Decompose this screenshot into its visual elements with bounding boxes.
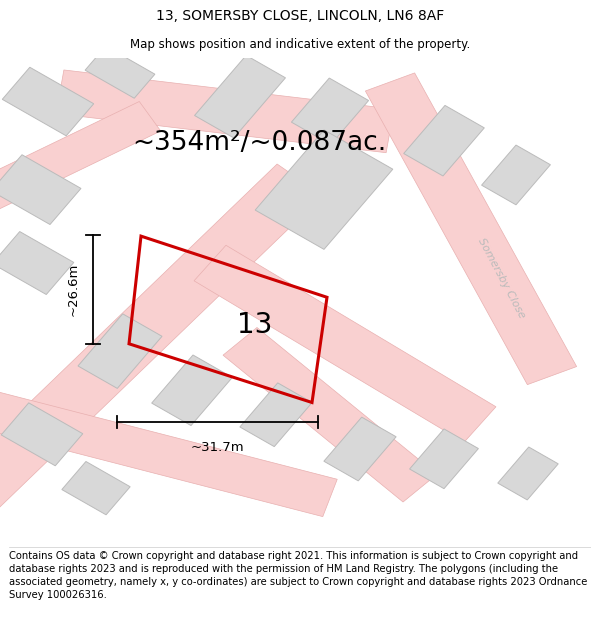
Polygon shape (255, 130, 393, 249)
Polygon shape (0, 101, 161, 209)
Polygon shape (482, 145, 550, 205)
Text: Map shows position and indicative extent of the property.: Map shows position and indicative extent… (130, 38, 470, 51)
Text: 13: 13 (236, 311, 272, 339)
Polygon shape (404, 106, 484, 176)
Polygon shape (1, 403, 83, 466)
Polygon shape (2, 68, 94, 136)
Polygon shape (0, 155, 81, 224)
Text: ~26.6m: ~26.6m (67, 262, 80, 316)
Polygon shape (240, 383, 312, 447)
Text: Somersby Close: Somersby Close (476, 236, 526, 319)
Polygon shape (324, 417, 396, 481)
Polygon shape (0, 391, 337, 517)
Polygon shape (410, 429, 478, 489)
Polygon shape (223, 328, 437, 502)
Polygon shape (194, 56, 286, 138)
Text: Contains OS data © Crown copyright and database right 2021. This information is : Contains OS data © Crown copyright and d… (9, 551, 587, 601)
Polygon shape (78, 314, 162, 388)
Polygon shape (292, 78, 368, 144)
Text: ~354m²/~0.087ac.: ~354m²/~0.087ac. (132, 130, 386, 156)
Polygon shape (85, 46, 155, 98)
Polygon shape (365, 73, 577, 384)
Polygon shape (56, 70, 394, 152)
Polygon shape (498, 447, 558, 500)
Polygon shape (62, 461, 130, 515)
Text: ~31.7m: ~31.7m (191, 441, 244, 454)
Polygon shape (0, 232, 74, 294)
Polygon shape (194, 245, 496, 442)
Polygon shape (152, 355, 232, 426)
Text: 13, SOMERSBY CLOSE, LINCOLN, LN6 8AF: 13, SOMERSBY CLOSE, LINCOLN, LN6 8AF (156, 9, 444, 23)
Polygon shape (0, 164, 323, 514)
